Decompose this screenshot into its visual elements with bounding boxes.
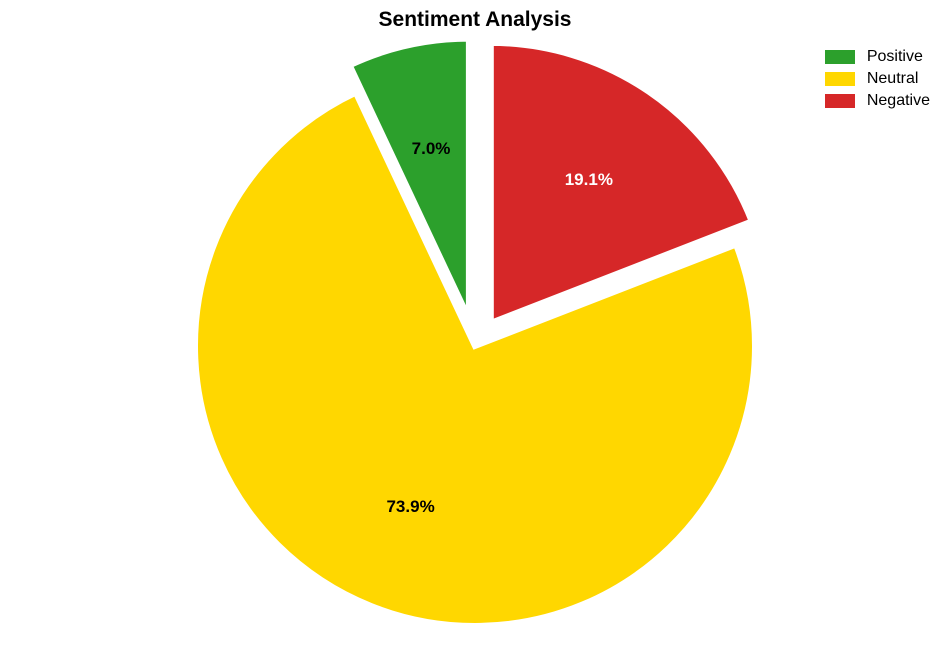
legend-item-neutral: Neutral (825, 70, 930, 88)
legend-swatch-neutral (825, 72, 855, 86)
pie-chart-svg (0, 0, 950, 662)
slice-label-negative: 19.1% (565, 170, 613, 190)
legend-label-positive: Positive (867, 48, 923, 66)
legend-item-negative: Negative (825, 92, 930, 110)
legend: Positive Neutral Negative (825, 48, 930, 114)
legend-label-neutral: Neutral (867, 70, 919, 88)
legend-swatch-positive (825, 50, 855, 64)
slice-label-positive: 7.0% (412, 139, 451, 159)
slice-label-neutral: 73.9% (386, 497, 434, 517)
legend-item-positive: Positive (825, 48, 930, 66)
legend-label-negative: Negative (867, 92, 930, 110)
pie-chart-container: Sentiment Analysis 7.0%73.9%19.1% Positi… (0, 0, 950, 662)
legend-swatch-negative (825, 94, 855, 108)
